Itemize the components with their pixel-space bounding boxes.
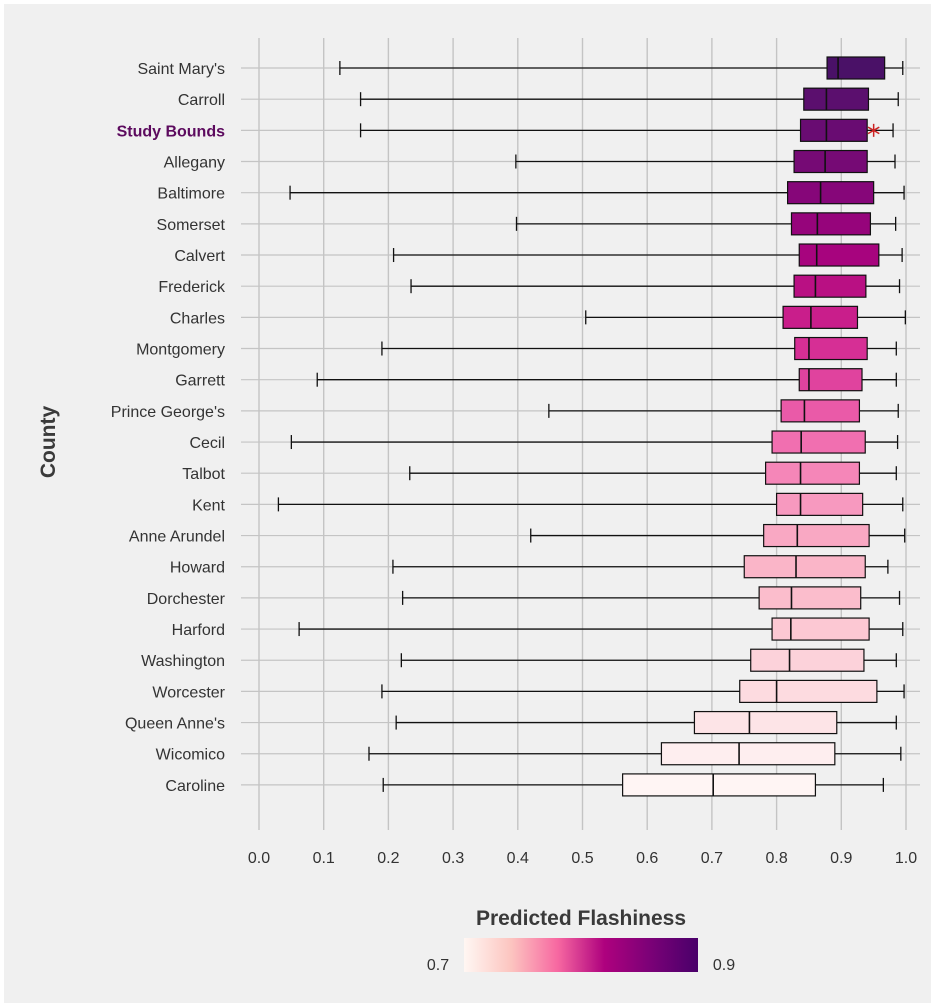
box-washington (400, 648, 897, 672)
box-study-bounds (359, 118, 894, 142)
box-saint-mary-s (339, 56, 904, 80)
legend-min-label: 0.7 (427, 957, 449, 974)
box-iqr (826, 56, 886, 80)
box-iqr (799, 118, 868, 142)
category-label: Dorchester (147, 591, 226, 608)
x-tick-label: 0.6 (636, 850, 658, 867)
box-montgomery (381, 336, 897, 361)
box-somerset (515, 212, 897, 236)
box-iqr (790, 212, 872, 236)
x-tick-label: 0.3 (442, 850, 464, 867)
box-iqr (765, 461, 861, 485)
x-tick-labels: 0.0 0.1 0.2 0.3 0.4 0.5 0.6 0.7 0.8 0.9 1.0 (248, 850, 917, 867)
box-iqr (763, 523, 870, 548)
box-prince-george-s (548, 399, 899, 423)
x-tick-label: 0.5 (571, 850, 593, 867)
box-iqr (771, 617, 870, 641)
box-iqr (793, 149, 868, 174)
box-iqr (750, 648, 865, 672)
box-iqr (794, 336, 868, 361)
box-iqr (775, 492, 864, 516)
x-tick-label: 0.9 (830, 850, 852, 867)
box-iqr (793, 274, 867, 298)
category-label: Harford (172, 622, 225, 639)
box-queen-anne-s (395, 710, 897, 735)
category-label: Saint Mary's (137, 61, 225, 78)
category-label: Cecil (189, 435, 225, 452)
category-label: Baltimore (157, 186, 225, 203)
category-label: Prince George's (111, 404, 225, 421)
study-bounds-marker (867, 123, 880, 137)
box-wicomico (368, 742, 902, 766)
category-label: Queen Anne's (125, 716, 225, 733)
box-garrett (316, 368, 897, 392)
box-caroline (382, 773, 885, 797)
box-iqr (758, 586, 862, 610)
color-legend: Predicted Flashiness 0.7 0.9 (427, 907, 735, 974)
box-cecil (290, 430, 899, 454)
category-label: Worcester (152, 684, 225, 701)
category-label: Allegany (164, 155, 225, 172)
legend-title: Predicted Flashiness (476, 907, 686, 930)
box-dorchester (401, 586, 901, 610)
box-iqr (786, 181, 875, 205)
category-label: Howard (170, 560, 225, 577)
category-label: Montgomery (136, 342, 225, 359)
box-iqr (798, 243, 880, 267)
category-label: Garrett (175, 373, 225, 390)
box-iqr (693, 710, 838, 735)
box-baltimore (289, 181, 905, 205)
box-iqr (739, 679, 878, 704)
category-label: Calvert (174, 248, 225, 265)
box-calvert (392, 243, 903, 267)
category-label: Anne Arundel (129, 529, 225, 546)
box-charles (585, 305, 907, 329)
box-series (277, 56, 907, 797)
category-label: Frederick (158, 279, 226, 296)
box-anne-arundel (530, 523, 906, 548)
marker-stroke (867, 126, 880, 135)
y-axis-title: County (37, 406, 60, 479)
category-label: Kent (192, 497, 225, 514)
box-iqr (803, 87, 870, 111)
x-tick-label: 0.7 (701, 850, 723, 867)
x-tick-label: 0.4 (507, 850, 529, 867)
box-iqr (782, 305, 859, 329)
box-iqr (743, 555, 866, 579)
box-allegany (515, 149, 896, 174)
x-tick-label: 1.0 (895, 850, 917, 867)
box-iqr (660, 742, 836, 766)
category-label: Washington (141, 653, 225, 670)
box-carroll (359, 87, 899, 111)
category-labels: Saint Mary's Carroll Study Bounds Allegany B… (111, 61, 226, 795)
category-label: Caroline (165, 778, 225, 795)
category-label: Charles (170, 310, 225, 327)
x-tick-label: 0.2 (377, 850, 399, 867)
x-tick-label: 0.8 (765, 850, 787, 867)
box-iqr (771, 430, 866, 454)
category-label: Talbot (182, 466, 225, 483)
box-iqr (780, 399, 861, 423)
box-worcester (381, 679, 905, 704)
category-label: Carroll (178, 92, 225, 109)
box-kent (277, 492, 904, 516)
box-frederick (410, 274, 901, 298)
box-iqr (622, 773, 817, 797)
box-talbot (409, 461, 897, 485)
box-howard (392, 555, 889, 579)
category-label: Somerset (157, 217, 226, 234)
x-tick-label: 0.1 (313, 850, 335, 867)
category-label: Wicomico (156, 747, 225, 764)
category-label: Study Bounds (117, 123, 226, 140)
legend-colorbar (464, 938, 698, 972)
legend-max-label: 0.9 (713, 957, 735, 974)
box-iqr (798, 368, 863, 392)
x-tick-label: 0.0 (248, 850, 270, 867)
box-harford (298, 617, 904, 641)
